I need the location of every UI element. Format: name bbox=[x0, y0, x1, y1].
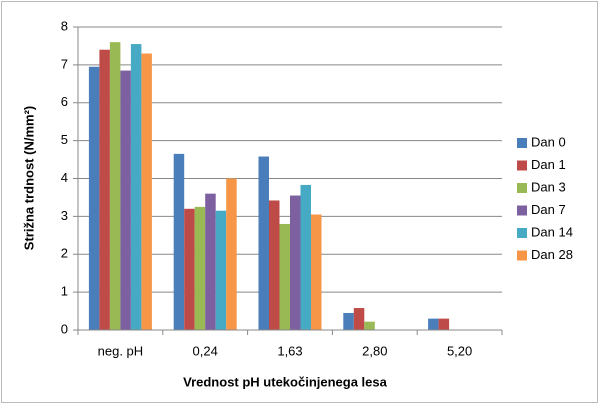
bar bbox=[438, 318, 450, 330]
bar bbox=[184, 208, 195, 330]
x-tick-label: 0,24 bbox=[193, 343, 218, 358]
bar bbox=[311, 214, 322, 330]
bar bbox=[173, 153, 185, 330]
bar bbox=[99, 49, 110, 330]
x-tick-label: 1,63 bbox=[277, 343, 302, 358]
bar bbox=[194, 206, 206, 330]
y-tick-label: 1 bbox=[61, 284, 68, 299]
bar bbox=[364, 321, 375, 330]
y-tick-label: 3 bbox=[61, 208, 68, 223]
legend-swatch bbox=[517, 228, 527, 238]
bar bbox=[141, 53, 152, 330]
bar bbox=[130, 44, 142, 330]
legend-swatch bbox=[517, 138, 527, 148]
x-tick-label: neg. pH bbox=[98, 343, 144, 358]
bar bbox=[215, 210, 227, 330]
bar bbox=[226, 178, 237, 330]
y-tick-label: 4 bbox=[61, 170, 68, 185]
y-tick-label: 6 bbox=[61, 94, 68, 109]
bar bbox=[343, 312, 354, 330]
y-tick-label: 2 bbox=[61, 246, 68, 261]
bar bbox=[269, 200, 280, 330]
bar bbox=[428, 318, 439, 330]
legend-label: Dan 3 bbox=[531, 179, 566, 194]
bar bbox=[88, 66, 100, 331]
y-tick-label: 5 bbox=[61, 132, 68, 147]
legend-label: Dan 0 bbox=[531, 134, 566, 149]
y-axis-title: Strižna trdnost (N/mm²) bbox=[21, 106, 36, 250]
bar bbox=[300, 184, 311, 330]
legend-label: Dan 1 bbox=[531, 157, 566, 172]
bar bbox=[279, 223, 290, 330]
bar bbox=[120, 70, 131, 331]
legend-label: Dan 14 bbox=[531, 224, 573, 239]
bar bbox=[205, 193, 216, 330]
legend-label: Dan 28 bbox=[531, 247, 573, 262]
legend-swatch bbox=[517, 250, 527, 261]
legend-swatch bbox=[517, 183, 527, 193]
legend-swatch bbox=[517, 160, 527, 171]
x-axis-title: Vrednost pH utekočinjenega lesa bbox=[183, 374, 387, 389]
y-tick-label: 8 bbox=[61, 18, 68, 33]
bar bbox=[258, 156, 269, 330]
y-tick-label: 7 bbox=[61, 56, 68, 71]
y-tick-label: 0 bbox=[61, 321, 68, 336]
legend-swatch bbox=[517, 205, 527, 216]
legend-label: Dan 7 bbox=[531, 202, 566, 217]
bar bbox=[353, 308, 365, 330]
bar bbox=[109, 42, 121, 331]
x-tick-label: 2,80 bbox=[362, 343, 387, 358]
x-tick-label: 5,20 bbox=[447, 343, 472, 358]
bar bbox=[290, 195, 301, 330]
